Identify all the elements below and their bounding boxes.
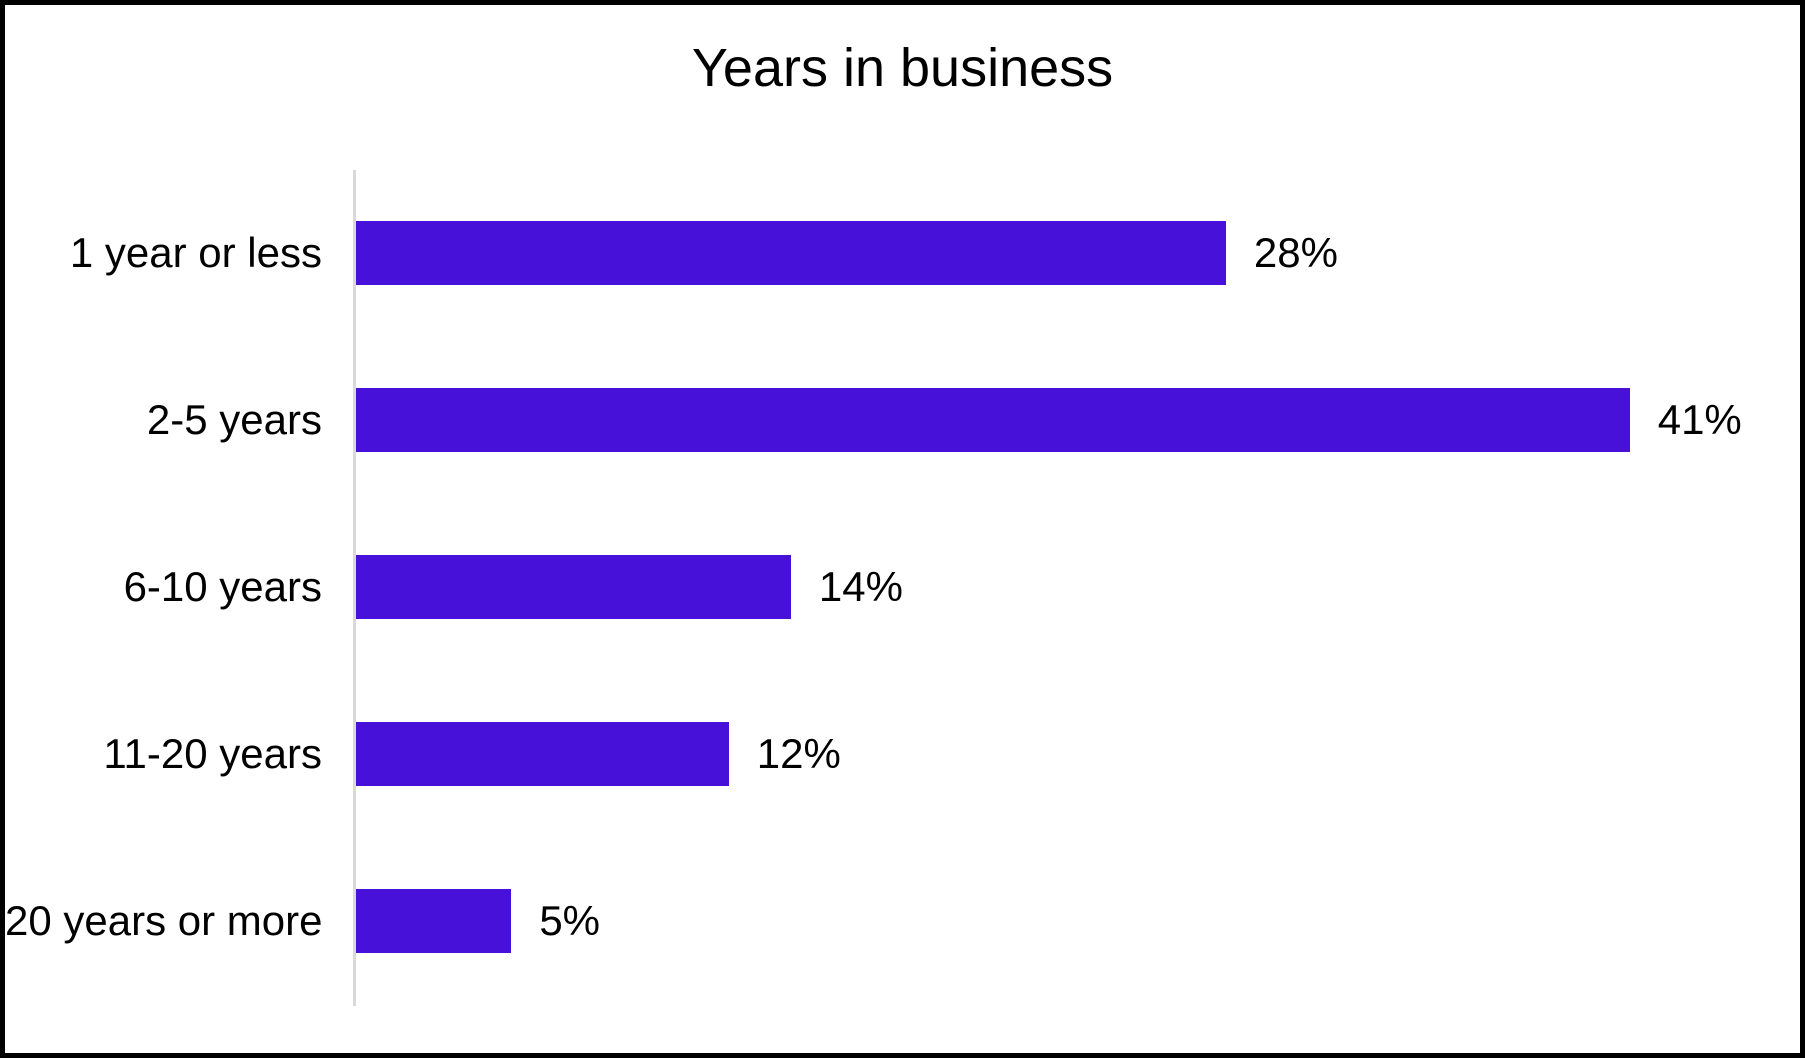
value-label: 12% — [756, 729, 841, 777]
category-axis-line — [353, 170, 356, 1006]
bar — [356, 721, 729, 786]
bar-track: 28% — [356, 170, 1800, 337]
value-label: 41% — [1657, 396, 1742, 444]
bar-row: 2-5 years 41% — [5, 337, 1800, 504]
value-label: 5% — [539, 896, 601, 944]
bar-track: 41% — [356, 337, 1800, 504]
bar — [356, 221, 1226, 286]
bar — [356, 388, 1630, 453]
bar-row: 11-20 years 12% — [5, 670, 1800, 837]
value-label: 14% — [818, 562, 903, 610]
bar-track: 12% — [356, 670, 1800, 837]
category-label: 2-5 years — [146, 396, 322, 444]
bar-rows-container: 1 year or less 28% 2-5 years 41% 6-10 ye… — [5, 170, 1800, 1004]
bar-row: 1 year or less 28% — [5, 170, 1800, 337]
bar-track: 5% — [356, 837, 1800, 1004]
bar-row: 6-10 years 14% — [5, 504, 1800, 671]
category-label: 20 years or more — [5, 896, 323, 944]
category-label: 1 year or less — [69, 229, 322, 277]
value-label: 28% — [1253, 229, 1338, 277]
bar — [356, 888, 512, 953]
chart-title: Years in business — [691, 38, 1114, 98]
bar-track: 14% — [356, 504, 1800, 671]
category-label: 11-20 years — [103, 729, 322, 777]
bar — [356, 554, 791, 619]
chart-content: Years in business 1 year or less 28% 2-5… — [5, 5, 1800, 1053]
category-label: 6-10 years — [123, 562, 322, 610]
bar-row: 20 years or more 5% — [5, 837, 1800, 1004]
